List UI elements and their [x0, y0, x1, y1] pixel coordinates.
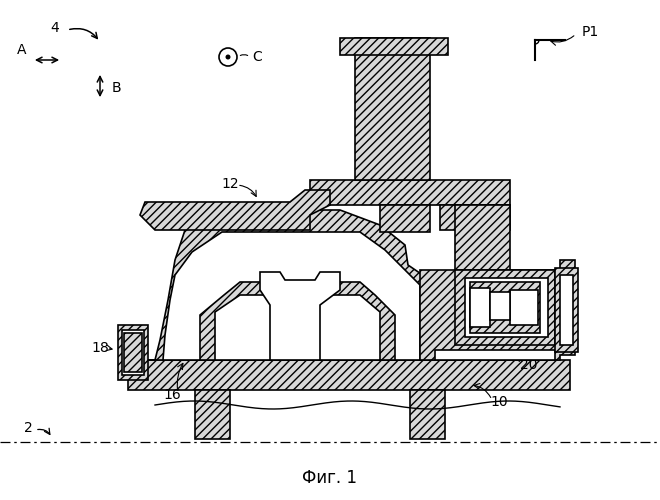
Polygon shape [118, 325, 148, 380]
Circle shape [226, 54, 230, 60]
Text: A: A [17, 43, 27, 57]
Polygon shape [555, 268, 578, 352]
Polygon shape [470, 282, 540, 333]
Polygon shape [215, 295, 380, 360]
Text: 14: 14 [184, 223, 202, 237]
Polygon shape [340, 38, 448, 55]
Polygon shape [148, 210, 430, 360]
Text: P1: P1 [582, 25, 599, 39]
Text: Фиг. 1: Фиг. 1 [302, 469, 358, 487]
Polygon shape [122, 330, 144, 375]
Polygon shape [440, 205, 510, 230]
Text: 22: 22 [520, 286, 537, 300]
Text: C: C [252, 50, 262, 64]
Polygon shape [195, 390, 230, 439]
Polygon shape [470, 288, 490, 327]
Polygon shape [380, 205, 430, 232]
Polygon shape [420, 260, 575, 360]
Polygon shape [560, 275, 573, 345]
Text: 24: 24 [520, 271, 537, 285]
Polygon shape [140, 190, 330, 230]
Polygon shape [455, 205, 510, 275]
Polygon shape [260, 272, 340, 360]
Text: 20: 20 [520, 358, 537, 372]
Polygon shape [310, 180, 510, 205]
Text: 12: 12 [221, 177, 239, 191]
Polygon shape [124, 333, 142, 372]
Polygon shape [435, 350, 555, 360]
Polygon shape [490, 292, 510, 320]
Polygon shape [410, 390, 445, 439]
Text: 2: 2 [24, 421, 32, 435]
Polygon shape [455, 270, 555, 345]
Polygon shape [465, 278, 548, 337]
Polygon shape [200, 282, 395, 360]
Polygon shape [163, 232, 420, 360]
Text: 18: 18 [91, 341, 109, 355]
Text: 16: 16 [163, 388, 181, 402]
Text: B: B [112, 81, 121, 95]
Text: 10: 10 [490, 395, 508, 409]
Polygon shape [355, 38, 430, 180]
Polygon shape [510, 290, 538, 325]
Text: 4: 4 [51, 21, 59, 35]
Polygon shape [128, 360, 570, 390]
